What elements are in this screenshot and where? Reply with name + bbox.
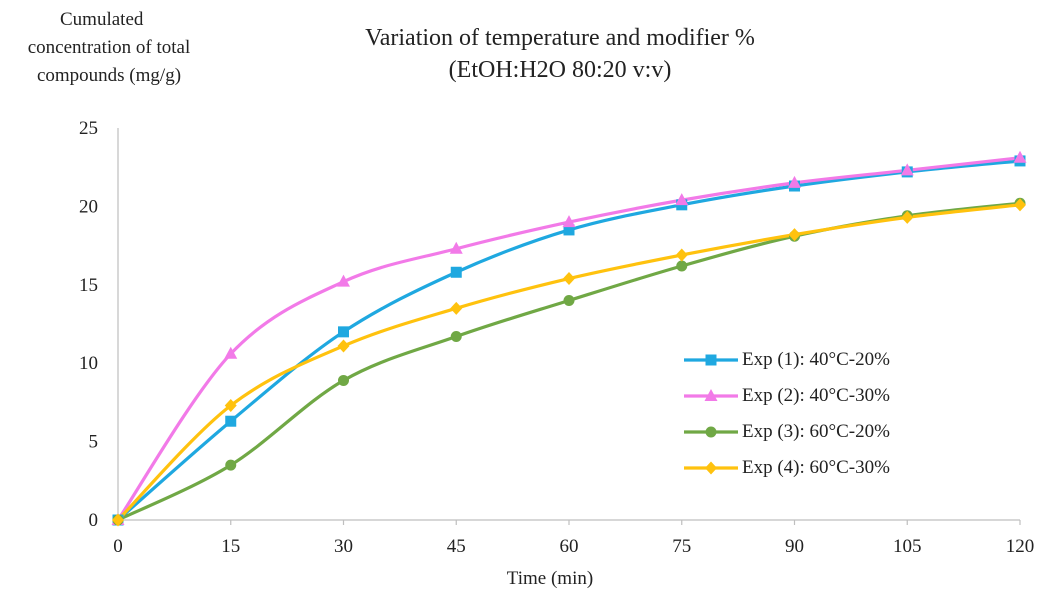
legend-item-2: Exp (2): 40°C-30% bbox=[682, 378, 890, 414]
legend-swatch-2 bbox=[684, 389, 738, 401]
data-point-series-3 bbox=[563, 294, 575, 306]
y-axis-label: Cumulated concentration of total compoun… bbox=[4, 6, 214, 90]
series-line-4 bbox=[116, 203, 1022, 522]
legend-marker bbox=[705, 354, 717, 366]
y-axis-label-line1: Cumulated bbox=[60, 9, 144, 30]
x-tick-label: 75 bbox=[672, 536, 691, 557]
y-tick-label: 25 bbox=[79, 118, 98, 139]
legend-marker bbox=[704, 389, 718, 401]
legend: Exp (1): 40°C-20% Exp (2): 40°C-30% Exp (3… bbox=[682, 342, 890, 486]
data-point-series-2 bbox=[1013, 150, 1027, 163]
data-point-series-2 bbox=[449, 241, 463, 254]
legend-item-3: Exp (3): 60°C-20% bbox=[682, 414, 890, 450]
data-point-series-3 bbox=[676, 260, 688, 272]
data-point-series-4 bbox=[1014, 198, 1026, 212]
data-point-series-2 bbox=[562, 215, 576, 228]
y-axis-label-line2: concentration of total bbox=[27, 37, 191, 58]
legend-label: Exp (1): 40°C-20% bbox=[742, 349, 890, 370]
legend-item-4: Exp (4): 60°C-30% bbox=[682, 450, 890, 486]
x-tick-label: 45 bbox=[447, 536, 466, 557]
data-point-series-1 bbox=[450, 266, 462, 278]
legend-label: Exp (2): 40°C-30% bbox=[742, 385, 890, 406]
series-line-1 bbox=[116, 159, 1022, 522]
data-point-series-4 bbox=[450, 301, 463, 315]
data-point-series-4 bbox=[788, 228, 801, 242]
data-point-series-1 bbox=[338, 326, 349, 338]
data-point-series-2 bbox=[224, 346, 238, 359]
data-point-series-3 bbox=[450, 331, 462, 343]
legend-swatch-4 bbox=[684, 461, 738, 475]
legend-swatch-3 bbox=[684, 426, 738, 438]
legend-marker bbox=[705, 461, 717, 475]
legend-label: Exp (3): 60°C-20% bbox=[742, 421, 890, 442]
y-tick-label: 5 bbox=[89, 432, 99, 453]
chart-title: Variation of temperature and modifier % … bbox=[300, 22, 820, 86]
data-point-series-1 bbox=[225, 415, 237, 427]
data-point-series-4 bbox=[901, 210, 914, 224]
data-point-series-2 bbox=[900, 163, 914, 176]
legend-item-1: Exp (1): 40°C-20% bbox=[682, 342, 890, 378]
series-markers bbox=[111, 150, 1027, 527]
x-axis-label: Time (min) bbox=[506, 568, 594, 589]
chart-title-line2: (EtOH:H2O 80:20 v:v) bbox=[448, 57, 672, 83]
data-point-series-4 bbox=[563, 272, 575, 286]
x-tick-label: 0 bbox=[113, 536, 123, 557]
y-tick-label: 0 bbox=[89, 510, 99, 531]
legend-label: Exp (4): 60°C-30% bbox=[742, 457, 890, 478]
data-point-series-2 bbox=[788, 175, 801, 188]
y-tick-label: 10 bbox=[79, 353, 98, 374]
data-point-series-3 bbox=[338, 374, 349, 386]
y-axis-label-line3: compounds (mg/g) bbox=[36, 65, 182, 86]
x-tick-label: 105 bbox=[893, 536, 922, 557]
y-tick-label: 15 bbox=[79, 275, 98, 296]
data-point-series-2 bbox=[675, 193, 689, 206]
chart-title-line1: Variation of temperature and modifier % bbox=[365, 25, 755, 51]
x-tick-label: 90 bbox=[785, 536, 804, 557]
legend-marker bbox=[705, 426, 717, 438]
data-point-series-3 bbox=[225, 459, 237, 471]
data-point-series-4 bbox=[337, 339, 350, 353]
data-point-series-4 bbox=[675, 248, 688, 262]
legend-swatch-1 bbox=[684, 354, 738, 366]
data-point-series-1 bbox=[563, 224, 575, 236]
data-point-series-4 bbox=[224, 399, 237, 413]
x-tick-label: 60 bbox=[560, 536, 579, 557]
data-point-series-4 bbox=[112, 513, 124, 527]
x-tick-label: 15 bbox=[221, 536, 240, 557]
x-tick-label: 120 bbox=[1006, 536, 1035, 557]
axes: 0 5 10 15 20 25 0 15 30 45 60 75 90 105 120 bbox=[79, 118, 1034, 557]
data-point-series-2 bbox=[337, 274, 350, 287]
x-tick-label: 30 bbox=[334, 536, 353, 557]
y-tick-label: 20 bbox=[79, 196, 98, 217]
